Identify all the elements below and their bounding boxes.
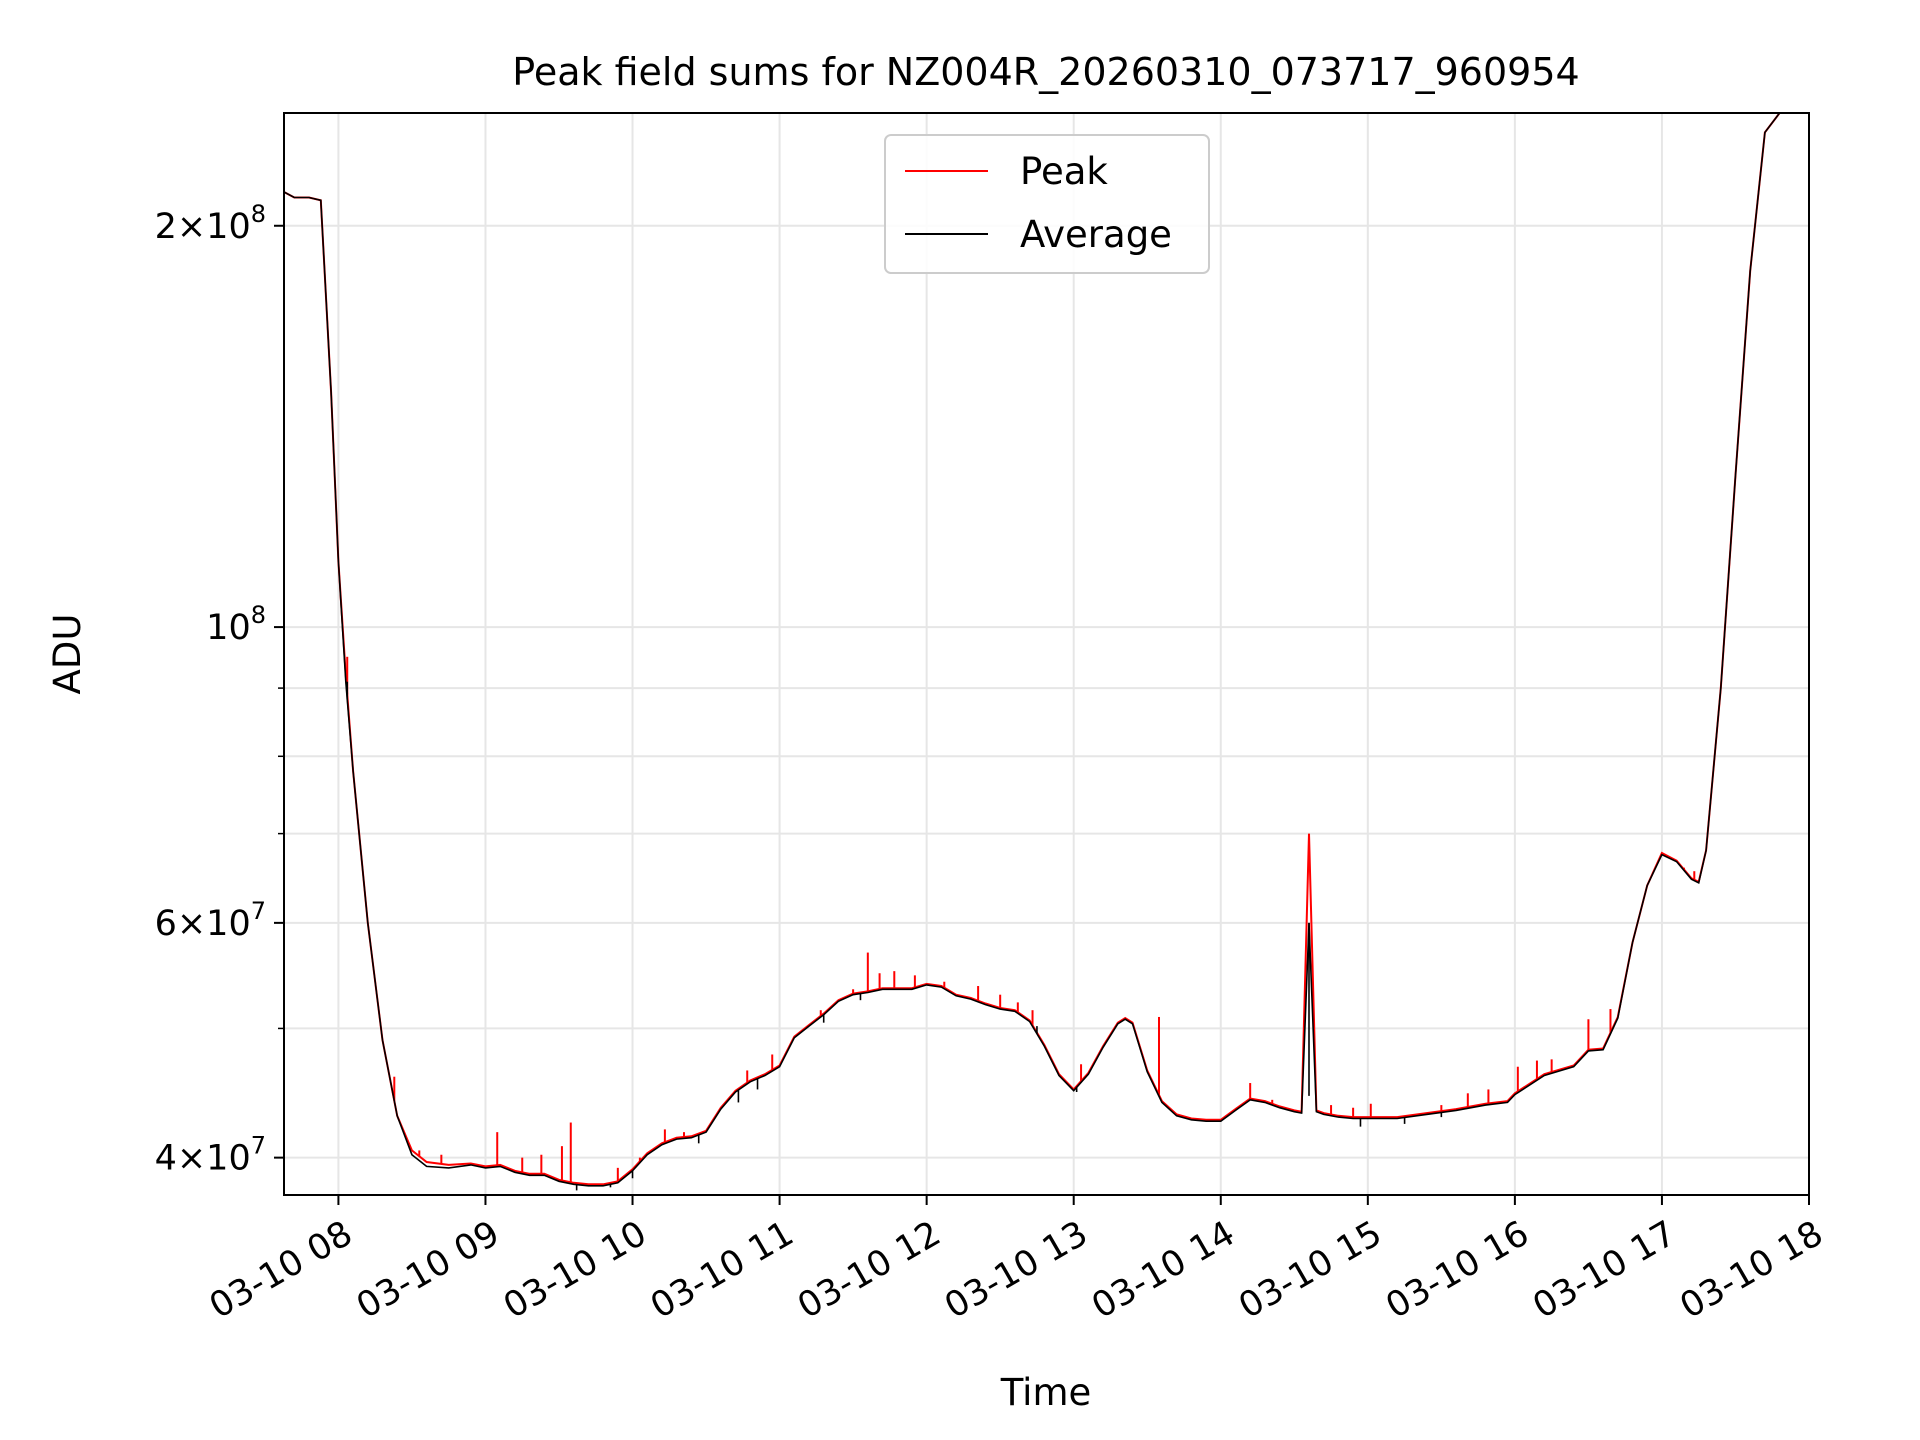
average-series-line: [284, 113, 1787, 1187]
y-tick-label: 2×108: [155, 200, 266, 247]
average-dip-group: [346, 681, 1443, 1191]
legend-average-label: Average: [1020, 213, 1172, 256]
y-axis-label: ADU: [46, 614, 89, 695]
peak-spike-group: [346, 656, 1696, 1183]
chart-title: Peak field sums for NZ004R_20260310_0737…: [512, 50, 1579, 94]
y-tick-label: 108: [206, 601, 266, 648]
legend-peak-label: Peak: [1020, 150, 1108, 193]
legend: Peak Average: [884, 134, 1210, 274]
x-axis-label: Time: [1000, 1371, 1092, 1414]
y-axis: 4×107 6×107 108 2×108: [155, 200, 284, 1179]
legend-box: [884, 134, 1210, 274]
plot-frame: [283, 112, 1810, 1196]
plot-area: [284, 113, 1787, 1191]
y-tick-label: 6×107: [155, 897, 266, 944]
y-tick-label: 4×107: [155, 1132, 266, 1179]
peak-series-line: [284, 113, 1787, 1186]
